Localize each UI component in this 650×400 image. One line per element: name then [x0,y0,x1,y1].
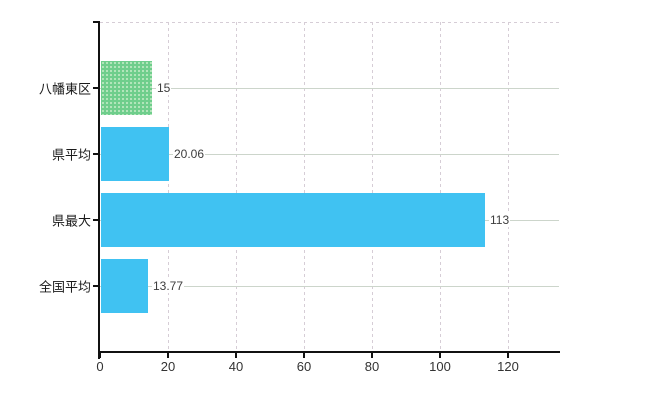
category-label: 八幡東区 [38,81,91,97]
x-axis-line [100,351,560,353]
x-axis-tick-label: 100 [429,359,451,374]
y-axis-tick [93,219,100,221]
y-axis-tick [93,153,100,155]
plot-top-border [100,22,559,23]
category-label: 県平均 [51,147,91,163]
x-axis-tick [507,352,509,358]
bar-value-label: 113 [489,213,511,227]
x-axis-tick [439,352,441,358]
x-axis-tick-label: 40 [228,359,244,374]
x-axis-tick [167,352,169,358]
y-axis-tick [93,87,100,89]
x-axis-tick-label: 20 [160,359,176,374]
bar-3 [101,259,148,313]
x-axis-tick [235,352,237,358]
vertical-gridline [508,22,509,352]
y-axis-line [98,21,100,359]
x-axis-tick-label: 80 [364,359,380,374]
vertical-gridline [372,22,373,352]
vertical-gridline [440,22,441,352]
vertical-gridline [304,22,305,352]
x-axis-tick [303,352,305,358]
bar-2 [101,193,485,247]
horizontal-gridline [100,88,559,89]
x-axis-tick-label: 120 [497,359,519,374]
bar-0 [101,61,152,115]
y-axis-top-tick [93,21,100,23]
vertical-gridline [236,22,237,352]
category-label: 全国平均 [38,279,91,295]
x-axis-tick [99,352,101,358]
bar-value-label: 13.77 [152,279,185,293]
x-axis-tick-label: 60 [296,359,312,374]
bar-1 [101,127,169,181]
x-axis-tick-label: 0 [96,359,104,374]
bar-value-label: 15 [156,81,172,95]
bar-value-label: 20.06 [173,147,206,161]
category-label: 県最大 [51,213,91,229]
horizontal-gridline [100,154,559,155]
y-axis-tick [93,285,100,287]
horizontal-gridline [100,286,559,287]
x-axis-tick [371,352,373,358]
vertical-gridline [168,22,169,352]
